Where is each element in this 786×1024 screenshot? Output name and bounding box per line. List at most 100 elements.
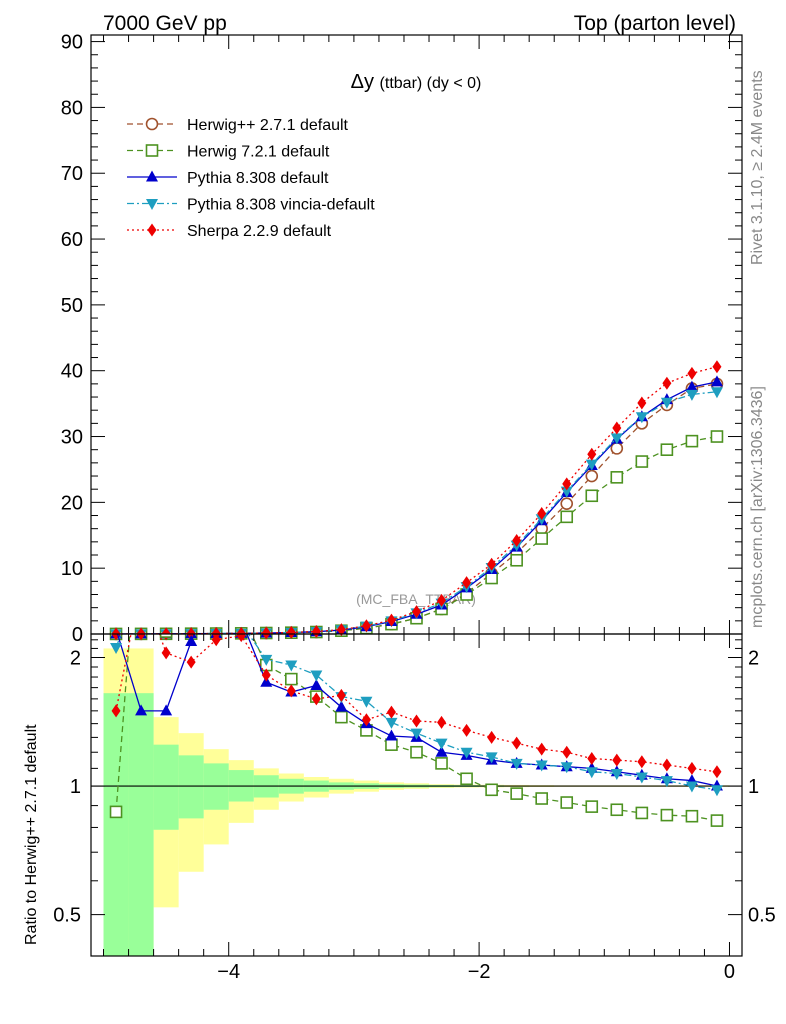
- chart-title-rest: (ttbar) (dy < 0): [380, 75, 482, 92]
- legend-marker-herwigpp: [145, 117, 159, 131]
- ratio-point-sherpa: [236, 634, 246, 643]
- ratio-point-herwig7: [236, 607, 247, 618]
- ratio-point-sherpa: [537, 742, 547, 756]
- ratio-y-axis-label: Ratio to Herwig++ 2.7.1 default: [23, 724, 40, 945]
- ratio-y-tick-label-right: 2: [748, 647, 759, 669]
- ratio-point-vincia: [410, 728, 423, 740]
- data-point-vincia: [660, 397, 673, 409]
- ratio-point-vincia: [310, 670, 323, 682]
- y-tick-label: 20: [61, 492, 83, 514]
- rivet-version-label: Rivet 3.1.10, ≥ 2.4M events: [749, 70, 766, 265]
- data-point-sherpa: [662, 376, 672, 390]
- data-point-sherpa: [437, 593, 447, 607]
- data-point-herwig7: [610, 471, 624, 484]
- data-point-vincia: [585, 459, 598, 471]
- data-point-sherpa: [562, 477, 572, 491]
- data-point-sherpa: [637, 396, 647, 410]
- ratio-point-herwig7: [710, 814, 724, 827]
- ratio-point-sherpa: [311, 692, 321, 706]
- y-tick-label: 30: [61, 427, 83, 449]
- legend-label-pythia: Pythia 8.308 default: [187, 170, 329, 187]
- ratio-y-tick-label-right: 0.5: [748, 905, 776, 927]
- data-point-herwig7: [710, 430, 724, 443]
- x-tick-label: −2: [468, 961, 491, 983]
- ratio-point-vincia: [135, 578, 147, 589]
- legend-marker-pythia: [146, 170, 158, 182]
- data-point-pythia: [685, 380, 698, 392]
- ratio-point-sherpa: [386, 705, 396, 719]
- data-point-sherpa: [487, 557, 497, 571]
- legend-label-herwigpp: Herwig++ 2.7.1 default: [187, 117, 349, 134]
- legend-label-herwig7: Herwig 7.2.1 default: [187, 144, 330, 161]
- ratio-point-vincia: [185, 578, 197, 589]
- ratio-point-vincia: [260, 654, 273, 666]
- header-right: Top (parton level): [574, 12, 736, 35]
- ratio-point-herwig7: [211, 577, 222, 588]
- ratio-point-herwig7: [136, 482, 147, 493]
- y-tick-label: 70: [61, 163, 83, 185]
- data-point-vincia: [635, 412, 648, 424]
- data-point-herwig7: [560, 510, 574, 524]
- ratio-point-vincia: [210, 578, 222, 589]
- y-tick-label: 40: [61, 361, 83, 383]
- data-point-herwigpp: [560, 497, 574, 510]
- ratio-point-vincia: [610, 769, 623, 781]
- ratio-point-sherpa: [587, 752, 597, 766]
- uncertainty-band-inner: [178, 755, 204, 819]
- ratio-point-pythia: [435, 745, 448, 757]
- ratio-point-pythia: [185, 635, 198, 647]
- ratio-y-tick-label: 1: [70, 776, 81, 798]
- ratio-point-pythia: [210, 576, 222, 587]
- legend-label-sherpa: Sherpa 2.2.9 default: [187, 223, 332, 240]
- ratio-point-vincia: [560, 762, 573, 774]
- data-point-herwigpp: [610, 442, 624, 455]
- ratio-point-sherpa: [412, 714, 421, 728]
- ratio-point-sherpa: [637, 755, 647, 769]
- data-point-sherpa: [336, 623, 346, 637]
- y-tick-label: 90: [61, 32, 83, 54]
- ratio-point-sherpa: [487, 730, 497, 744]
- header-left: 7000 GeV pp: [103, 12, 227, 35]
- ratio-point-sherpa: [512, 736, 522, 750]
- data-point-herwig7: [685, 434, 699, 448]
- y-tick-label: 80: [61, 97, 83, 119]
- ratio-point-vincia: [510, 758, 523, 770]
- ratio-point-herwig7: [685, 809, 699, 823]
- ratio-point-sherpa: [186, 655, 196, 669]
- ratio-point-sherpa: [261, 668, 271, 682]
- ratio-point-herwig7: [186, 577, 197, 588]
- ratio-point-vincia: [585, 767, 598, 779]
- ratio-point-herwig7: [660, 808, 674, 822]
- ratio-point-herwig7: [159, 634, 173, 638]
- legend-marker-vincia: [146, 199, 158, 210]
- ratio-point-pythia: [160, 704, 173, 716]
- data-point-herwigpp: [585, 469, 599, 483]
- ratio-panel: 0.5 0.5 1 1 2 2 −4 −2 0 Ratio to Herwig++ 2.7.1 d…: [23, 482, 776, 983]
- ratio-point-vincia: [635, 772, 648, 784]
- ratio-point-vincia: [660, 776, 673, 788]
- ratio-point-sherpa: [462, 723, 472, 737]
- legend-label-vincia: Pythia 8.308 vincia-default: [187, 197, 375, 214]
- y-tick-label: 10: [61, 558, 83, 580]
- ratio-point-sherpa: [137, 576, 146, 589]
- ratio-point-sherpa: [161, 646, 171, 660]
- ratio-point-sherpa: [662, 758, 672, 772]
- ratio-point-herwig7: [535, 792, 548, 805]
- y-tick-label: 60: [61, 229, 83, 251]
- ratio-point-vincia: [535, 760, 548, 772]
- ratio-point-sherpa: [111, 704, 121, 718]
- ratio-point-herwig7: [610, 803, 624, 817]
- uncertainty-band-inner: [103, 693, 129, 956]
- ratio-plot-frame: [90, 633, 743, 957]
- legend-marker-herwig7: [145, 144, 159, 157]
- data-point-pythia: [710, 375, 723, 387]
- ratio-point-herwig7: [385, 738, 398, 751]
- data-point-sherpa: [687, 366, 697, 380]
- ratio-point-sherpa: [687, 761, 697, 775]
- ratio-point-sherpa: [361, 713, 371, 727]
- ratio-point-pythia: [235, 613, 247, 624]
- data-point-herwig7: [635, 455, 649, 468]
- ratio-point-herwig7: [585, 800, 599, 813]
- ratio-point-pythia: [335, 700, 348, 712]
